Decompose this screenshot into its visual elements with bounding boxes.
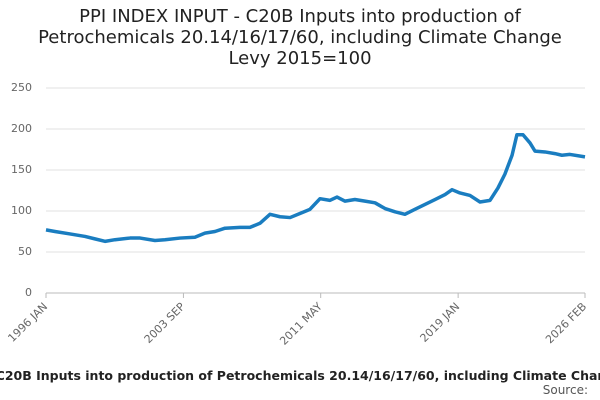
y-tick-label: 0	[25, 286, 32, 299]
data-line	[45, 132, 586, 244]
y-tick-label: 200	[11, 122, 32, 135]
chart: 0 50 100 150 200 250 1996 JAN 2003 SEP 2011 MAY 2…	[5, 81, 589, 348]
x-tick-label: 1996 JAN	[5, 300, 50, 345]
x-tick-label: 2019 JAN	[418, 300, 463, 345]
footer-text: PPI INDEX INPUT - C20B Inputs into produ…	[0, 368, 600, 383]
x-tick-label: 2011 MAY	[277, 300, 325, 348]
x-tick-label: 2026 FEB	[543, 300, 589, 346]
footer-title: PPI INDEX INPUT - C20B Inputs into produ…	[0, 368, 600, 383]
y-tick-label: 100	[11, 204, 32, 217]
source: Source:	[542, 383, 588, 397]
y-tick-label: 250	[11, 81, 32, 94]
y-tick-label: 50	[18, 245, 32, 258]
x-tick-label: 2003 SEP	[142, 300, 188, 346]
y-tick-label: 150	[11, 163, 32, 176]
chart-title: PPI INDEX INPUT - C20B Inputs into produ…	[38, 6, 562, 69]
